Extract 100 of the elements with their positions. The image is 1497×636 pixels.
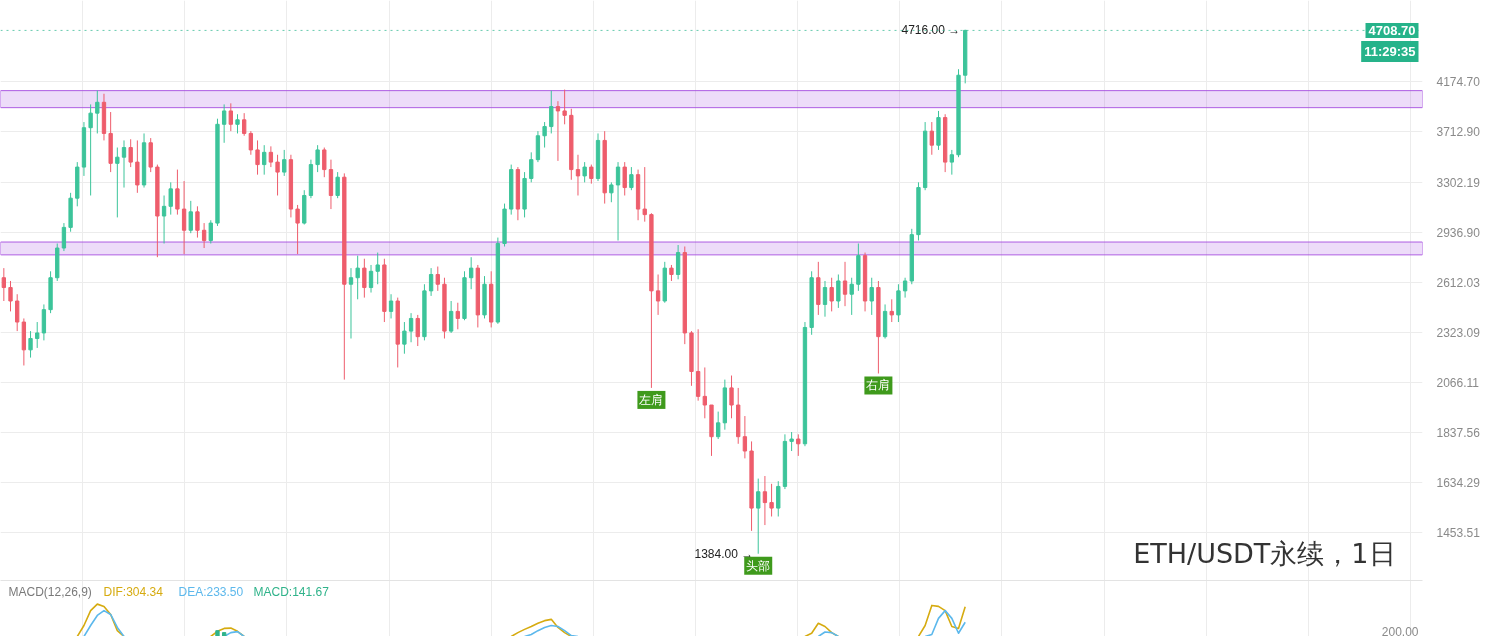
candlestick xyxy=(615,161,621,242)
candlestick xyxy=(889,298,894,323)
candlestick xyxy=(455,302,460,330)
candlestick xyxy=(95,90,100,134)
candlestick xyxy=(388,293,394,319)
y-tick-label: 3302.19 xyxy=(1436,175,1481,190)
candlestick xyxy=(181,180,187,255)
candlestick xyxy=(542,121,547,149)
y-tick-label: 2612.03 xyxy=(1436,275,1481,290)
y-tick-label: 1634.29 xyxy=(1436,476,1481,491)
candlestick xyxy=(248,130,254,156)
candlestick xyxy=(575,154,581,196)
candlestick xyxy=(28,330,33,359)
annotation: 11:29:35 xyxy=(1364,43,1416,59)
candlestick xyxy=(61,222,67,252)
candlestick xyxy=(549,90,554,134)
candlestick xyxy=(762,475,768,526)
candlestick xyxy=(315,144,320,173)
chart-title: MACD(12,26,9) xyxy=(8,584,92,599)
candlestick xyxy=(675,244,681,280)
y-tick-label: 4174.70 xyxy=(1436,75,1481,90)
annotation: 头部 xyxy=(746,558,771,573)
y-tick-label: 3712.90 xyxy=(1436,125,1481,140)
text: 4716.00 → xyxy=(901,22,961,37)
candlestick xyxy=(629,166,634,191)
candlestick xyxy=(121,139,127,189)
candlestick xyxy=(8,280,13,312)
candlestick xyxy=(295,204,300,255)
candlestick xyxy=(35,321,40,349)
candlestick xyxy=(275,154,280,196)
candlestick xyxy=(255,139,260,176)
candlestick xyxy=(836,273,841,309)
candlestick xyxy=(609,181,614,203)
candlestick xyxy=(228,102,233,132)
text: MACD:141.67 xyxy=(253,584,330,599)
candlestick xyxy=(201,222,207,249)
text: 1384.00 → xyxy=(694,546,754,561)
candlestick xyxy=(756,478,761,555)
candlestick xyxy=(642,166,647,223)
y-tick-label: 2936.90 xyxy=(1436,225,1481,240)
candlestick xyxy=(622,161,627,196)
candlestick xyxy=(15,293,20,332)
candlestick xyxy=(235,113,240,134)
annotation: 200.00 xyxy=(1381,624,1419,636)
candlestick xyxy=(729,375,734,419)
candlestick xyxy=(175,169,180,216)
candlestick xyxy=(195,205,200,239)
candlestick xyxy=(902,277,908,299)
candlestick xyxy=(555,100,561,162)
candlestick xyxy=(415,314,420,347)
candlestick xyxy=(208,219,213,245)
candlestick xyxy=(949,149,955,176)
candlestick xyxy=(355,255,360,300)
candlestick xyxy=(282,149,287,177)
candlestick xyxy=(402,321,407,355)
candlestick xyxy=(702,366,707,419)
candlestick xyxy=(589,164,594,185)
candlestick xyxy=(1,267,7,302)
candlestick xyxy=(822,280,828,318)
candlestick xyxy=(348,267,354,340)
candlestick xyxy=(529,151,534,183)
candlestick xyxy=(268,145,274,168)
candlestick xyxy=(655,273,661,316)
candlestick xyxy=(41,303,47,341)
candlestick xyxy=(776,480,781,517)
candlestick xyxy=(242,112,247,137)
text: ETH/USDT永续，1日 xyxy=(1133,537,1396,569)
y-tick-label: 1837.56 xyxy=(1436,426,1481,441)
candlestick xyxy=(221,103,227,144)
candlestick xyxy=(535,130,541,163)
candlestick xyxy=(582,161,587,183)
candlestick xyxy=(168,181,173,216)
y-tick-label: 2066.11 xyxy=(1436,375,1480,390)
candlestick xyxy=(929,121,934,156)
candlestick xyxy=(115,147,120,218)
candlestick xyxy=(362,258,367,299)
candlestick xyxy=(322,147,327,178)
candlestick xyxy=(408,312,414,343)
candlestick xyxy=(262,144,267,176)
candlestick xyxy=(562,89,567,125)
candlestick xyxy=(128,138,133,168)
annotation: 左肩 xyxy=(639,392,664,407)
candlestick xyxy=(716,411,721,440)
text: DEA:233.50 xyxy=(178,584,244,599)
candlestick xyxy=(435,266,440,292)
annotation: 右肩 xyxy=(866,378,891,393)
candlestick xyxy=(428,267,434,297)
ref-line-label: 4708.70 xyxy=(1368,22,1416,38)
candlestick xyxy=(448,300,454,334)
candlestick xyxy=(375,252,380,285)
candlestick xyxy=(742,415,748,459)
candlestick xyxy=(842,261,848,307)
candlestick xyxy=(368,264,374,294)
y-tick-label: 2323.09 xyxy=(1436,325,1481,340)
candlestick xyxy=(789,431,794,452)
candlestick xyxy=(796,433,801,457)
candlestick xyxy=(468,256,474,290)
candlestick xyxy=(849,277,854,316)
candlestick xyxy=(829,277,834,312)
candlestick xyxy=(135,139,140,194)
